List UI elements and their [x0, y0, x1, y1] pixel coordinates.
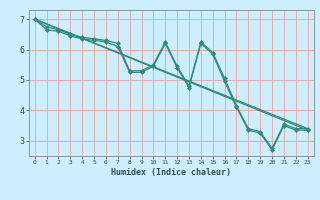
X-axis label: Humidex (Indice chaleur): Humidex (Indice chaleur)	[111, 168, 231, 177]
